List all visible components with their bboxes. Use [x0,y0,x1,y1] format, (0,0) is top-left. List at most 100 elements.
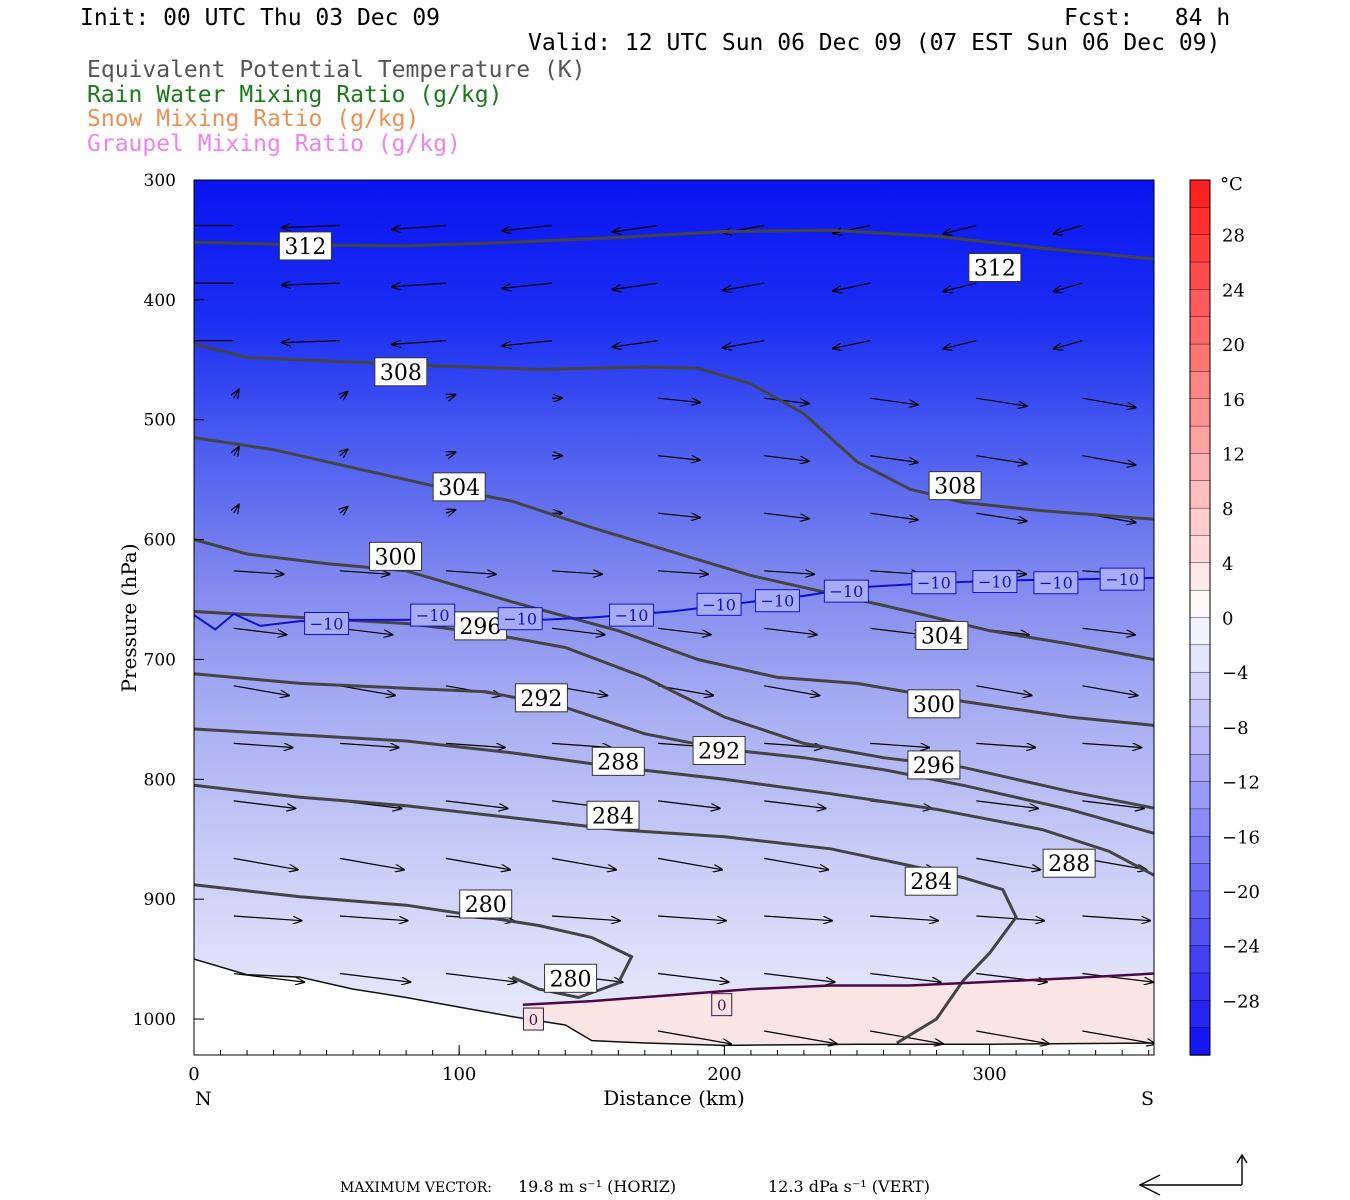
isotherm-label: −10 [310,614,344,633]
colorbar-segment [1189,480,1211,509]
contour-label: 308 [934,475,976,500]
contour-label-box [907,750,961,780]
theta-e-contour-300 [194,538,1154,727]
wind-vector [392,283,446,287]
colorbar-segment [1189,343,1211,373]
wind-vector [1082,627,1135,634]
wind-vector [870,742,929,747]
isotherm-label: −10 [761,592,795,611]
colorbar-segment [1189,671,1211,701]
isotherm-label: −10 [978,573,1012,592]
colorbar-segment [1189,617,1211,646]
y-tick-label: 500 [144,411,176,431]
wind-vector [282,283,340,285]
wind-vector [445,742,505,747]
wind-vector [233,685,289,696]
wind-vector [764,685,819,696]
contour-label: 304 [921,624,963,649]
wind-vector [976,742,1035,747]
isotherm-label: −10 [416,606,450,625]
contour-label: 280 [465,893,507,918]
contour-label-box [907,689,961,719]
wind-vector [1082,1030,1154,1044]
wind-vector [233,571,284,574]
theta-e-contour-304 [194,436,1154,661]
max-vector-horiz: 19.8 m s⁻¹ (HORIZ) [518,1177,676,1196]
colorbar-segment [1189,890,1211,919]
wind-vector [502,224,553,231]
y-axis-label: Pressure (hPa) [117,544,141,693]
wind-vector [833,282,871,291]
x-tick-label: 0 [188,1064,199,1085]
colorbar-tick-label: −24 [1222,937,1260,958]
wind-vector [1082,972,1153,983]
isotherm-label-box [911,571,957,595]
wind-vector [658,800,720,809]
wind-vector [233,742,293,747]
colorbar-frame [1189,179,1211,1056]
colorbar-segment [1189,371,1211,400]
colorbar-segment [1189,1000,1211,1029]
contour-label: 292 [520,687,562,712]
wind-vector [976,1030,1049,1044]
y-tick-label: 800 [144,770,176,790]
wind-vector [870,397,918,405]
isotherm-label-box [1033,571,1079,595]
colorbar-segment [1189,918,1211,947]
plot-frame [193,179,1155,1056]
wind-vector [658,972,729,983]
max-vector-label: MAXIMUM VECTOR: [340,1180,492,1196]
contour-label-box [915,620,969,650]
wind-vector [658,512,700,517]
isotherm-label: 0 [529,1011,539,1029]
colorbar-tick-label: −8 [1222,718,1249,739]
isotherm-label: −10 [917,574,951,593]
forecast-hour: Fcst: 84 h [1064,5,1231,31]
wind-vector [551,571,602,574]
colorbar-segment [1189,808,1211,837]
wind-vector [976,915,1044,921]
wind-vector [833,340,871,349]
y-tick-label: 600 [144,531,176,551]
y-tick-label: 1000 [133,1010,176,1030]
theta-e-contour-288 [194,727,1154,877]
y-tick-label: 300 [144,171,176,191]
contour-label: 308 [380,361,422,386]
colorbar-segment [1189,207,1211,236]
wind-vector [658,571,708,574]
wind-vector [339,571,390,574]
y-tick-label: 700 [144,650,176,670]
theta-e-contour-296 [194,610,1154,810]
y-tick-label: 400 [144,291,176,311]
axes: 0 100 200 300 300 400 500 600 700 800 900 1000 [133,171,1150,1085]
contour-label: 312 [284,235,326,260]
wind-vector [340,449,348,455]
legend-rain: Rain Water Mixing Ratio (g/kg) [87,82,503,108]
wind-vector [1082,455,1135,465]
theta-e-contour-312 [194,228,1154,261]
colorbar-segment [1189,398,1211,427]
colorbar-tick-label: 8 [1222,499,1233,520]
colorbar-tick-label: 28 [1222,226,1245,247]
colorbar-segment [1189,863,1211,892]
colorbar-tick-label: 0 [1222,609,1233,630]
isotherm-label-box [1099,567,1145,591]
colorbar-segment [1189,699,1211,728]
wind-vector [658,627,711,634]
theta-e-contour-308 [194,342,1154,521]
theta-e-contour-292 [194,672,1154,835]
wind-vector [943,224,977,234]
colorbar-segment [1189,644,1211,673]
wind-vector [551,857,616,869]
isotherm-label-box [754,589,800,613]
temperature-fill [194,180,1154,1055]
contour-label-box [544,963,598,993]
x-tick-label: 200 [707,1064,741,1085]
south-label: S [1141,1088,1154,1110]
colorbar-unit: °C [1220,174,1243,195]
x-axis-label: Distance (km) [603,1086,745,1110]
wind-vector [1082,685,1137,696]
colorbar-segment [1189,234,1211,263]
colorbar-tick-label: −4 [1222,663,1249,684]
colorbar-tick-label: 16 [1222,390,1245,411]
